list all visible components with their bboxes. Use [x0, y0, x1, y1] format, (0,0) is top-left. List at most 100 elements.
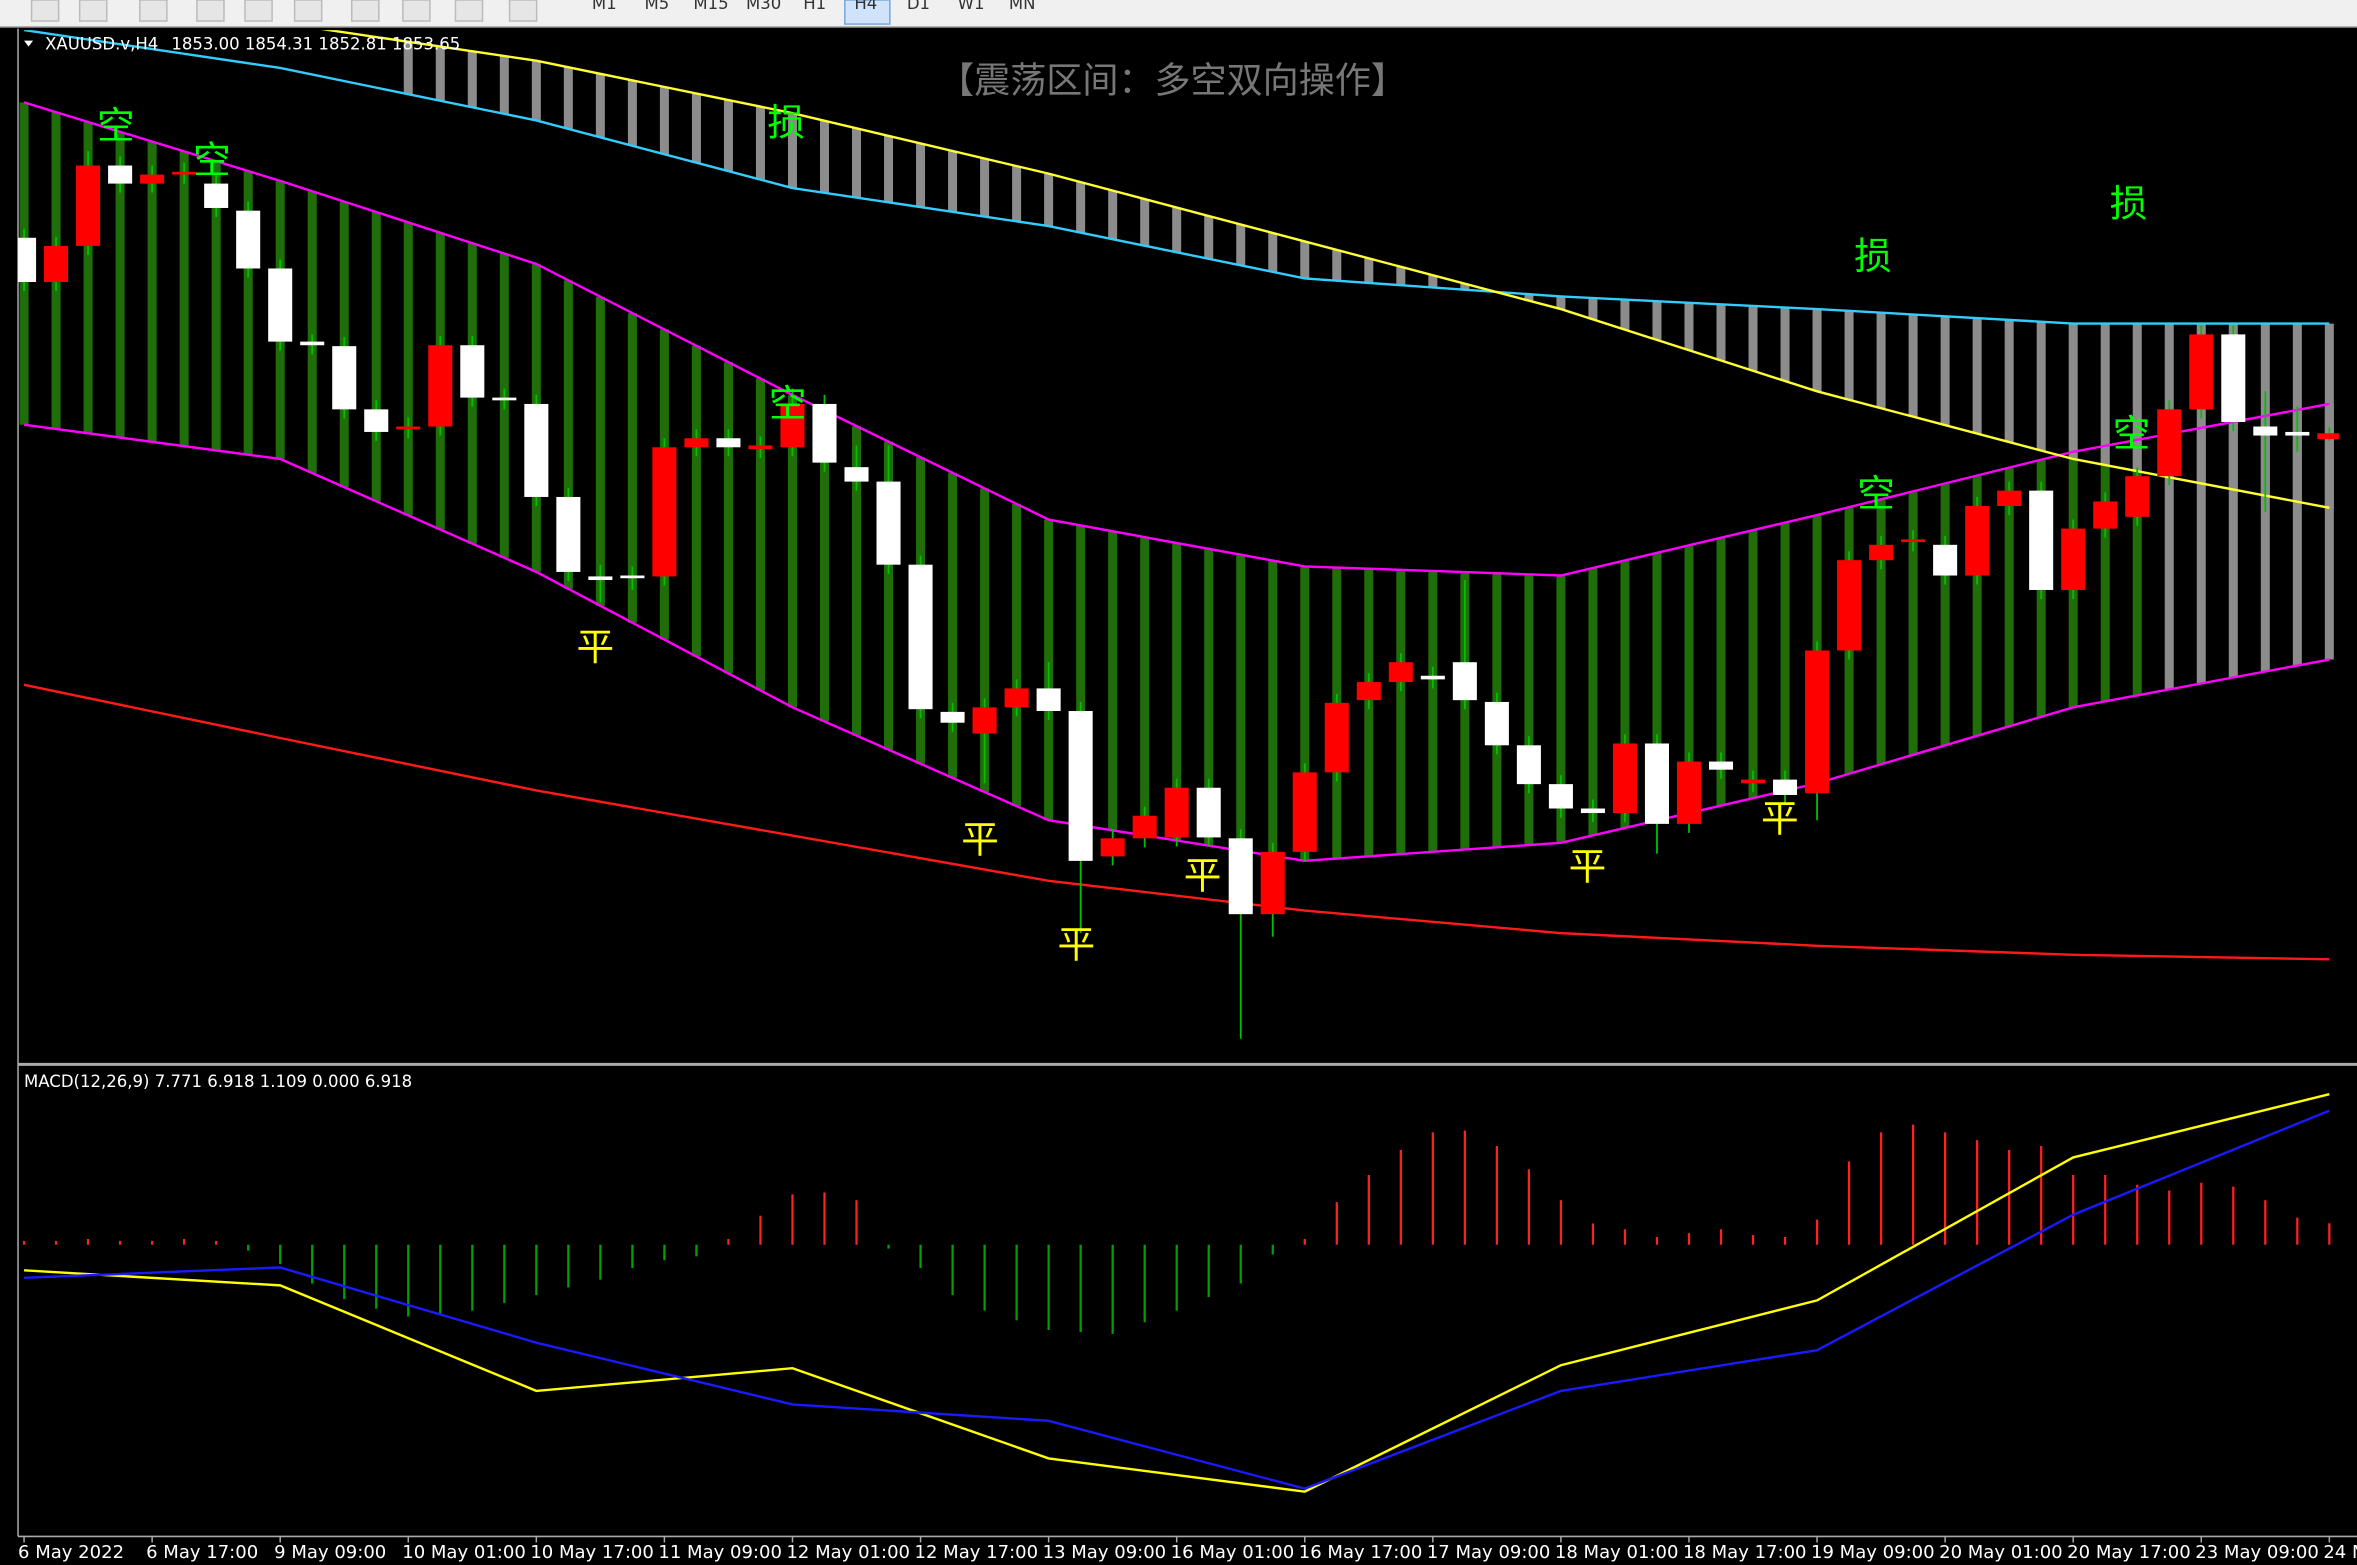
x-tick-label: 16 May 01:00 [1171, 1542, 1295, 1563]
signal-annotation: 平 [1569, 844, 1607, 888]
signal-annotation: 平 [1057, 923, 1095, 967]
tool-button[interactable] [454, 0, 484, 22]
x-tick-label: 12 May 01:00 [786, 1542, 910, 1563]
period-button[interactable] [689, 0, 736, 25]
tool-button[interactable] [30, 0, 60, 22]
candle-body [44, 245, 69, 283]
candle-body [1324, 702, 1349, 773]
macd-label: MACD(12,26,9) 7.771 6.918 1.109 0.000 6.… [24, 1072, 412, 1091]
period-label[interactable]: M5 [645, 0, 670, 13]
candle-body [748, 445, 773, 450]
period-label[interactable]: H1 [803, 0, 826, 13]
candle-body [1260, 851, 1285, 915]
period-button[interactable] [844, 0, 891, 25]
period-button[interactable] [1001, 0, 1047, 25]
signal-annotation: 空 [193, 138, 231, 182]
candle-body [2253, 426, 2278, 436]
indicator-line [320, 30, 2330, 510]
x-tick-label: 6 May 2022 [18, 1542, 124, 1563]
period-button[interactable] [635, 0, 681, 25]
candle-body [1933, 544, 1958, 576]
period-button[interactable] [897, 0, 943, 25]
signal-annotation: 损 [2110, 181, 2148, 225]
period-label[interactable]: M1 [592, 0, 617, 13]
candle-body [2061, 528, 2086, 590]
candle-body [108, 165, 133, 184]
x-tick-label: 18 May 01:00 [1555, 1542, 1679, 1563]
indicator-line [23, 30, 2330, 325]
candle-body [204, 183, 229, 208]
signal-annotation: 损 [1854, 234, 1892, 278]
tool-button[interactable] [508, 0, 538, 22]
candle-body [524, 403, 549, 497]
candle-body [1644, 743, 1669, 824]
tool-button[interactable] [293, 0, 323, 22]
period-label[interactable]: H4 [854, 0, 877, 13]
x-tick-label: 19 May 09:00 [1811, 1542, 1935, 1563]
candle-body [428, 345, 453, 427]
candle-body [1228, 838, 1253, 915]
signal-annotation: 平 [576, 625, 614, 669]
period-button[interactable] [742, 0, 788, 25]
candle-body [2093, 501, 2118, 529]
candle-body [1388, 662, 1413, 683]
tool-button[interactable] [350, 0, 380, 22]
candle-body [1516, 745, 1541, 785]
tool-button[interactable] [78, 0, 108, 22]
period-label[interactable]: M15 [693, 0, 728, 13]
signal-annotation: 空 [769, 381, 807, 425]
period-button[interactable] [793, 0, 839, 25]
candle-body [300, 341, 325, 346]
candle-body [972, 707, 997, 734]
candle-body [1676, 761, 1702, 824]
signal-annotation: 损 [767, 100, 805, 144]
toolbar-buttons: M1 M5 M15 M30 H1 H4 D1 W1 MN [30, 0, 1047, 25]
tool-button[interactable] [196, 0, 225, 22]
candle-body [1965, 505, 1990, 576]
candle-body [812, 403, 837, 463]
tool-button[interactable] [402, 0, 431, 22]
period-label[interactable]: M30 [746, 0, 781, 13]
x-tick-label: 9 May 09:00 [274, 1542, 386, 1563]
candle-body [1164, 787, 1189, 838]
candle-body [1708, 761, 1734, 770]
x-tick-label: 23 May 09:00 [2195, 1542, 2319, 1563]
period-label[interactable]: W1 [958, 0, 985, 13]
candle-body [2221, 334, 2246, 422]
x-tick-label: 18 May 17:00 [1683, 1542, 1807, 1563]
symbol-label: XAUUSD.v,H4 [45, 35, 158, 54]
x-tick-label: 10 May 01:00 [402, 1542, 526, 1563]
candle-body [1196, 787, 1221, 838]
period-label[interactable]: D1 [907, 0, 930, 13]
macd-line [23, 1092, 2330, 1493]
candle-body [1420, 675, 1445, 680]
candle-body [1548, 784, 1573, 809]
x-tick-label: 17 May 09:00 [1427, 1542, 1551, 1563]
signal-annotation: 平 [961, 817, 999, 861]
candle-body [1869, 544, 1894, 561]
candle-body [1773, 779, 1798, 795]
period-label[interactable]: MN [1009, 0, 1036, 13]
candle-body [460, 345, 485, 398]
indicator-line [23, 683, 2330, 961]
toolbar [0, 0, 2357, 28]
ohlc-label: 1853.00 1854.31 1852.81 1853.65 [171, 35, 460, 54]
candle-body [1068, 710, 1093, 861]
menu-arrow [24, 40, 34, 47]
macd-line [24, 1109, 2330, 1490]
candle-body [76, 165, 101, 246]
candle-body [556, 496, 581, 572]
candle-body [620, 575, 645, 579]
candle-body [588, 576, 613, 581]
tool-button[interactable] [139, 0, 168, 22]
tool-button[interactable] [244, 0, 273, 22]
period-button[interactable] [950, 0, 996, 25]
candle-body [2285, 431, 2310, 436]
candle-body [940, 711, 965, 723]
candle-body [1997, 490, 2022, 506]
period-button[interactable] [583, 0, 629, 25]
candle-body [364, 409, 389, 432]
candle-body [1100, 838, 1125, 857]
macd-pane [22, 1092, 2331, 1493]
